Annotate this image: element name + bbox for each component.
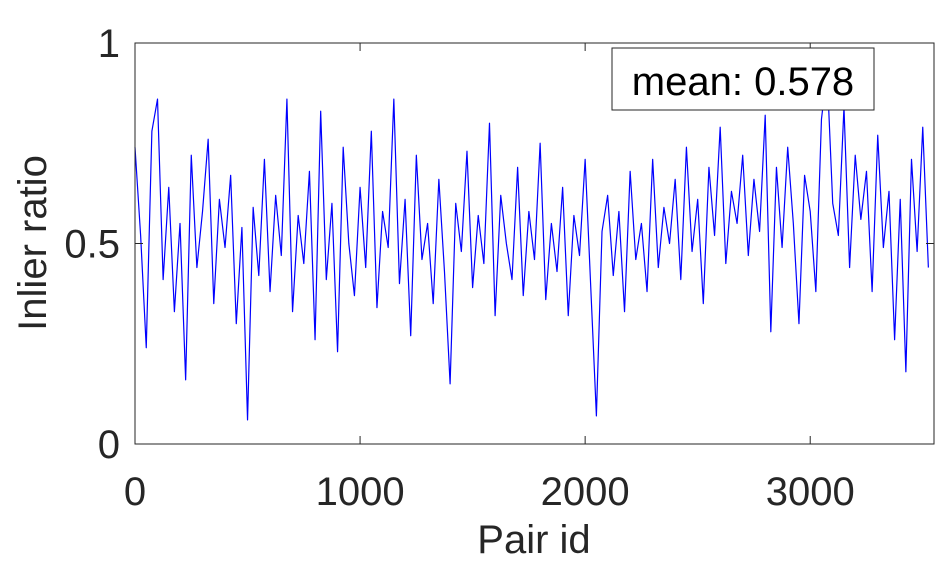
- series-line-0: [134, 70, 929, 421]
- x-axis-label: Pair id: [477, 518, 590, 562]
- mean-annotation: mean: 0.578: [611, 47, 875, 111]
- ticks-layer: 0 1000 2000 3000 0 0.5 1: [64, 22, 934, 514]
- y-axis-label: Inlier ratio: [11, 155, 55, 331]
- mean-annotation-text: mean: 0.578: [632, 60, 854, 104]
- x-tick-label-0: 0: [124, 470, 146, 514]
- y-tick-label-1: 0.5: [64, 223, 120, 267]
- mean-annotation-box: [611, 47, 875, 111]
- series-layer: [134, 70, 929, 421]
- x-tick-label-3: 3000: [766, 470, 855, 514]
- y-tick-label-2: 1: [98, 22, 120, 66]
- x-tick-label-1: 1000: [316, 470, 405, 514]
- x-tick-label-2: 2000: [541, 470, 630, 514]
- y-tick-label-0: 0: [98, 423, 120, 467]
